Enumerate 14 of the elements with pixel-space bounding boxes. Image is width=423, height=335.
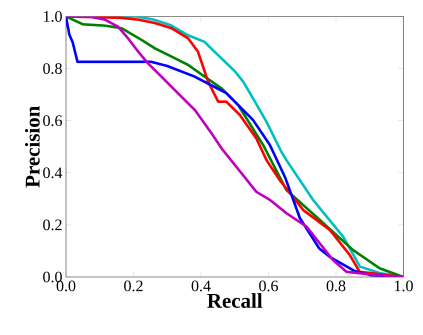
- y-tick-label: 0.8: [43, 63, 62, 74]
- y-tick-label: 0.2: [43, 219, 62, 230]
- y-tick-label: 0.6: [43, 115, 62, 126]
- y-tick-label: 0.4: [43, 167, 62, 178]
- x-tick-label: 0.8: [326, 280, 346, 292]
- x-tick-label: 0.4: [192, 280, 211, 292]
- y-tick-label: 0.0: [43, 272, 62, 282]
- x-tick-label: 1.0: [394, 280, 413, 292]
- x-tick-label: 0.0: [56, 280, 76, 292]
- x-tick-label: 0.6: [259, 280, 278, 292]
- x-axis-title: Recall: [207, 293, 262, 308]
- x-tick-label: 0.2: [124, 280, 143, 292]
- y-tick-label: 1.0: [44, 11, 62, 22]
- y-axis-title: Precision: [24, 106, 40, 188]
